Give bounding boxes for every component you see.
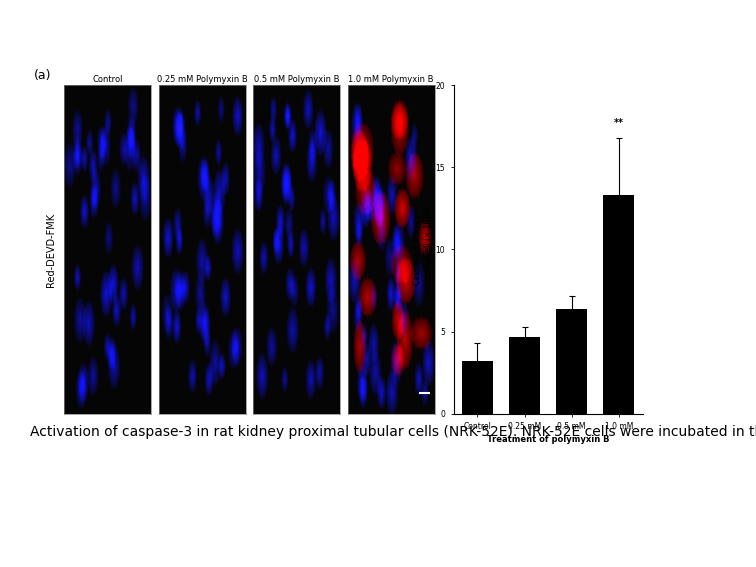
Bar (556, 308, 587, 414)
Text: Activation of caspase-3 in rat kidney proximal tubular cells (NRK-52E). NRK-52E : Activation of caspase-3 in rat kidney pr… (30, 425, 756, 439)
Bar (510, 337, 540, 414)
Text: Red-DEVD-FMK: Red-DEVD-FMK (46, 213, 56, 286)
Y-axis label: Caspase-3 activity
Intensity/Cell (× 1000): Caspase-3 activity Intensity/Cell (× 100… (414, 206, 433, 293)
X-axis label: Treatment of polymyxin B: Treatment of polymyxin B (487, 435, 609, 445)
Title: Control: Control (92, 75, 123, 84)
Title: 0.5 mM Polymyxin B: 0.5 mM Polymyxin B (254, 75, 339, 84)
Text: **: ** (614, 118, 624, 128)
Bar (462, 361, 493, 414)
Bar (603, 195, 634, 414)
Title: 1.0 mM Polymyxin B: 1.0 mM Polymyxin B (349, 75, 434, 84)
Text: (a): (a) (34, 69, 51, 82)
Title: 0.25 mM Polymyxin B: 0.25 mM Polymyxin B (156, 75, 248, 84)
